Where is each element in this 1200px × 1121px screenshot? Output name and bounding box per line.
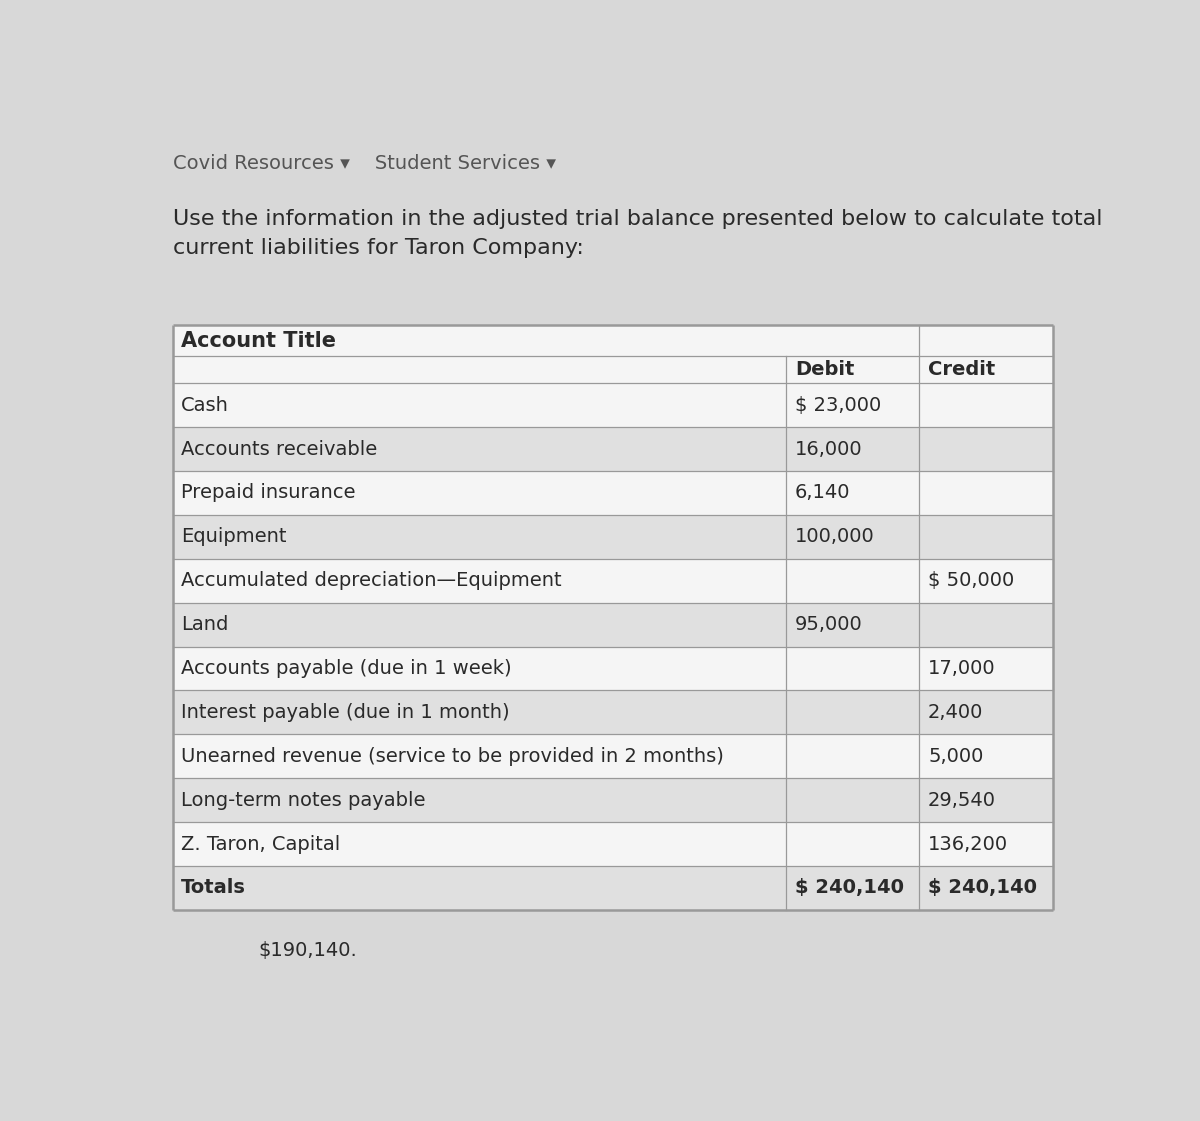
Text: current liabilities for Taron Company:: current liabilities for Taron Company:	[173, 239, 584, 259]
Text: 5,000: 5,000	[928, 747, 984, 766]
Bar	[173, 734, 1052, 778]
Bar	[173, 427, 1052, 471]
Text: Prepaid insurance: Prepaid insurance	[181, 483, 355, 502]
Text: Accumulated depreciation—Equipment: Accumulated depreciation—Equipment	[181, 572, 562, 591]
Bar	[173, 471, 1052, 515]
Text: Debit: Debit	[794, 360, 854, 379]
Text: Unearned revenue (service to be provided in 2 months): Unearned revenue (service to be provided…	[181, 747, 724, 766]
Text: Credit: Credit	[928, 360, 995, 379]
Text: $ 240,140: $ 240,140	[794, 879, 904, 898]
Text: $ 240,140: $ 240,140	[928, 879, 1037, 898]
Text: 136,200: 136,200	[928, 834, 1008, 853]
Text: 6,140: 6,140	[794, 483, 851, 502]
Bar	[173, 691, 1052, 734]
Text: Cash: Cash	[181, 396, 229, 415]
Text: Accounts payable (due in 1 week): Accounts payable (due in 1 week)	[181, 659, 511, 678]
Text: Totals: Totals	[181, 879, 246, 898]
Bar	[173, 778, 1052, 822]
Text: Equipment: Equipment	[181, 527, 287, 546]
Text: Z. Taron, Capital: Z. Taron, Capital	[181, 834, 341, 853]
Bar	[173, 867, 1052, 910]
Text: Long-term notes payable: Long-term notes payable	[181, 790, 426, 809]
Bar	[173, 558, 1052, 603]
Text: Account Title: Account Title	[181, 331, 336, 351]
Text: 100,000: 100,000	[794, 527, 875, 546]
Bar	[173, 325, 1052, 383]
Text: Accounts receivable: Accounts receivable	[181, 439, 377, 458]
Text: Use the information in the adjusted trial balance presented below to calculate t: Use the information in the adjusted tria…	[173, 210, 1103, 229]
Text: Covid Resources ▾    Student Services ▾: Covid Resources ▾ Student Services ▾	[173, 155, 557, 174]
Bar	[173, 647, 1052, 691]
Text: $190,140.: $190,140.	[258, 942, 358, 961]
Bar	[173, 822, 1052, 867]
Text: $ 50,000: $ 50,000	[928, 572, 1014, 591]
Bar	[173, 603, 1052, 647]
Text: 29,540: 29,540	[928, 790, 996, 809]
Bar	[173, 383, 1052, 427]
Text: 16,000: 16,000	[794, 439, 863, 458]
Text: Interest payable (due in 1 month): Interest payable (due in 1 month)	[181, 703, 510, 722]
Bar	[173, 515, 1052, 558]
Text: 17,000: 17,000	[928, 659, 996, 678]
Text: $ 23,000: $ 23,000	[794, 396, 881, 415]
Text: 95,000: 95,000	[794, 615, 863, 634]
Text: 2,400: 2,400	[928, 703, 984, 722]
Text: Land: Land	[181, 615, 228, 634]
